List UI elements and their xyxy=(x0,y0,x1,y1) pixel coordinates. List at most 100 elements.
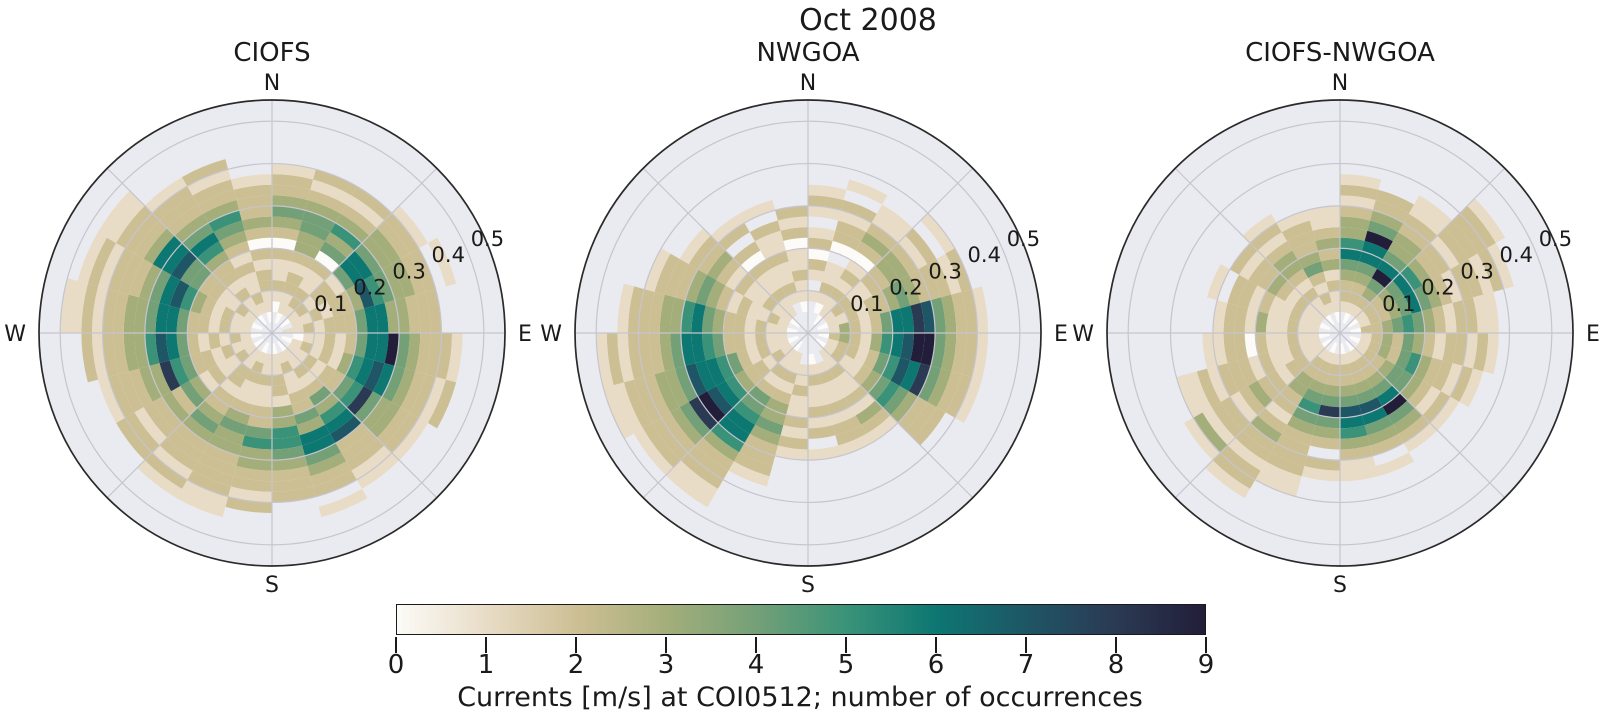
polar-cell xyxy=(808,195,844,211)
polar-cell xyxy=(1265,400,1293,425)
polar-cell xyxy=(839,377,861,398)
polar-cell xyxy=(369,228,401,265)
polar-cell xyxy=(1348,292,1362,306)
polar-cell xyxy=(1380,333,1393,347)
polar-cell xyxy=(139,365,162,402)
polar-cell xyxy=(187,470,231,497)
polar-cell xyxy=(277,340,287,352)
polar-cell xyxy=(174,213,209,244)
polar-cell xyxy=(853,301,870,320)
polar-cell xyxy=(327,295,344,317)
polar-cell xyxy=(725,407,756,434)
polar-cell xyxy=(1223,333,1238,364)
polar-cell xyxy=(1392,370,1414,393)
polar-cell xyxy=(272,301,281,313)
polar-cell xyxy=(134,297,150,333)
polar-cell xyxy=(1384,280,1405,302)
polar-cell xyxy=(725,265,749,291)
polar-cell xyxy=(1317,305,1330,319)
polar-cell xyxy=(364,305,378,333)
polar-cell xyxy=(197,400,225,425)
polar-cell xyxy=(763,370,782,389)
polar-cell xyxy=(1287,319,1300,333)
polar-cell xyxy=(664,368,689,408)
polar-cell xyxy=(144,300,160,333)
polar-cell xyxy=(1431,360,1453,392)
polar-cell xyxy=(725,375,749,401)
polar-cell xyxy=(250,292,264,306)
polar-cell xyxy=(263,301,272,313)
polar-cell xyxy=(767,311,781,325)
polar-cell xyxy=(734,273,756,296)
polar-cell xyxy=(1340,425,1368,439)
polar-cell xyxy=(216,288,235,307)
polar-cell xyxy=(272,476,314,492)
polar-cell xyxy=(280,360,294,374)
polar-cell xyxy=(354,280,375,309)
polar-cell xyxy=(240,333,252,342)
polar-cell xyxy=(688,396,719,431)
r-tick-label: 0.4 xyxy=(432,243,465,267)
polar-cell xyxy=(427,237,457,287)
polar-cell xyxy=(255,384,272,397)
polar-cell xyxy=(835,220,867,242)
polar-cell xyxy=(1309,338,1322,349)
polar-cell xyxy=(897,235,928,270)
compass-label: N xyxy=(264,71,280,96)
polar-cell xyxy=(1367,424,1399,446)
polar-cell xyxy=(1237,280,1258,309)
polar-cell xyxy=(272,258,292,272)
polar-cell xyxy=(755,415,784,436)
polar-cell xyxy=(1237,357,1258,386)
polar-cell xyxy=(1308,271,1327,288)
polar-cell xyxy=(298,277,317,296)
polar-cell xyxy=(920,300,936,333)
polar-cell xyxy=(384,412,419,453)
polar-cell xyxy=(680,333,696,366)
polar-cell xyxy=(339,380,364,408)
polar-cell xyxy=(853,346,870,365)
polar-cell xyxy=(1340,174,1382,190)
polar-cell xyxy=(296,230,325,251)
polar-cell xyxy=(726,290,744,314)
polar-cell xyxy=(1345,340,1355,352)
polar-cell xyxy=(786,292,800,306)
polar-cell xyxy=(850,392,876,416)
polar-cell xyxy=(813,302,824,315)
polar-cell xyxy=(1468,253,1494,295)
polar-cell xyxy=(361,235,392,270)
polar-cell xyxy=(346,195,385,229)
polar-cell xyxy=(1229,391,1258,423)
polar-cell xyxy=(845,288,864,307)
polar-cell xyxy=(815,338,827,348)
polar-cell xyxy=(319,400,347,425)
polar-cell xyxy=(1258,290,1276,314)
polar-cell xyxy=(816,292,830,306)
polar-cell xyxy=(1258,352,1276,376)
polar-cell xyxy=(940,294,957,333)
polar-cell xyxy=(823,355,838,370)
polar-cell xyxy=(394,333,410,369)
polar-cell xyxy=(863,349,880,371)
polar-cell xyxy=(1367,220,1399,242)
subplot-title-ciofs-nwgoa: CIOFS-NWGOA xyxy=(1245,38,1435,68)
polar-cell xyxy=(1395,349,1412,371)
polar-cell xyxy=(910,333,925,364)
polar-cell xyxy=(179,285,199,312)
polar-cell xyxy=(241,435,272,450)
polar-cell xyxy=(1184,417,1221,461)
polar-cell xyxy=(1391,333,1404,350)
polar-cell xyxy=(680,452,724,489)
r-tick-label: 0.5 xyxy=(471,227,504,251)
polar-cell xyxy=(233,465,272,482)
polar-cell xyxy=(277,302,288,315)
polar-cell xyxy=(1340,465,1379,482)
polar-cell xyxy=(897,396,928,431)
polar-cell xyxy=(736,349,753,371)
polar-cell xyxy=(1367,311,1381,325)
polar-cell xyxy=(382,365,405,402)
polar-cell xyxy=(1340,237,1365,252)
polar-cell xyxy=(748,259,771,281)
polar-cell xyxy=(685,269,708,303)
